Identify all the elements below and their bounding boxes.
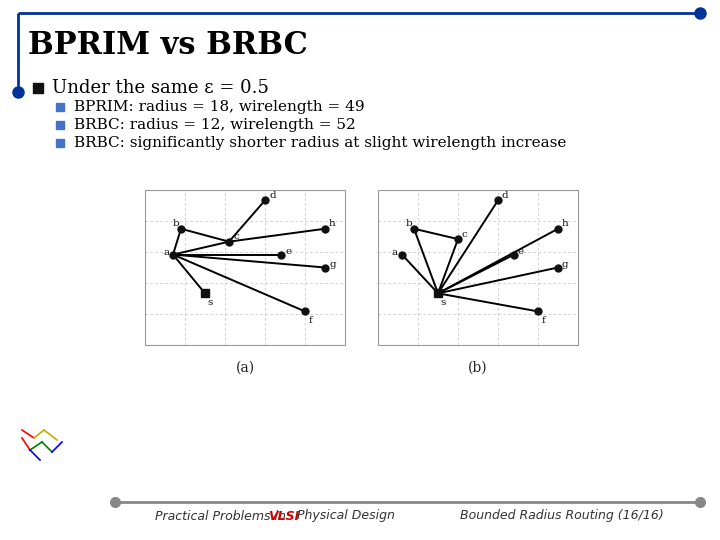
Text: BRBC: significantly shorter radius at slight wirelength increase: BRBC: significantly shorter radius at sl… xyxy=(74,136,567,150)
Text: s: s xyxy=(207,298,212,307)
Text: c: c xyxy=(233,232,239,241)
Text: g: g xyxy=(329,260,336,269)
Text: VLSI: VLSI xyxy=(268,510,300,523)
Bar xyxy=(145,190,345,345)
Bar xyxy=(378,190,578,345)
Text: d: d xyxy=(502,191,508,200)
Text: a: a xyxy=(392,248,398,257)
Text: (b): (b) xyxy=(468,361,488,375)
Text: h: h xyxy=(562,219,569,228)
Text: c: c xyxy=(462,230,468,239)
Text: Under the same ε = 0.5: Under the same ε = 0.5 xyxy=(52,79,269,97)
Text: a: a xyxy=(163,248,169,257)
Text: BPRIM: radius = 18, wirelength = 49: BPRIM: radius = 18, wirelength = 49 xyxy=(74,100,364,114)
Text: h: h xyxy=(329,219,336,228)
Text: e: e xyxy=(518,247,524,256)
Text: b: b xyxy=(406,219,413,228)
Text: b: b xyxy=(173,219,180,228)
Text: BRBC: radius = 12, wirelength = 52: BRBC: radius = 12, wirelength = 52 xyxy=(74,118,356,132)
Text: f: f xyxy=(542,316,546,325)
Text: BPRIM vs BRBC: BPRIM vs BRBC xyxy=(28,30,308,61)
Text: f: f xyxy=(309,316,312,325)
Text: s: s xyxy=(440,298,446,307)
Text: e: e xyxy=(285,247,291,256)
Text: d: d xyxy=(269,191,276,200)
Text: Practical Problems in: Practical Problems in xyxy=(155,510,290,523)
Text: (a): (a) xyxy=(235,361,255,375)
Text: Bounded Radius Routing (16/16): Bounded Radius Routing (16/16) xyxy=(460,510,664,523)
Text: g: g xyxy=(562,260,569,269)
Text: Physical Design: Physical Design xyxy=(293,510,395,523)
